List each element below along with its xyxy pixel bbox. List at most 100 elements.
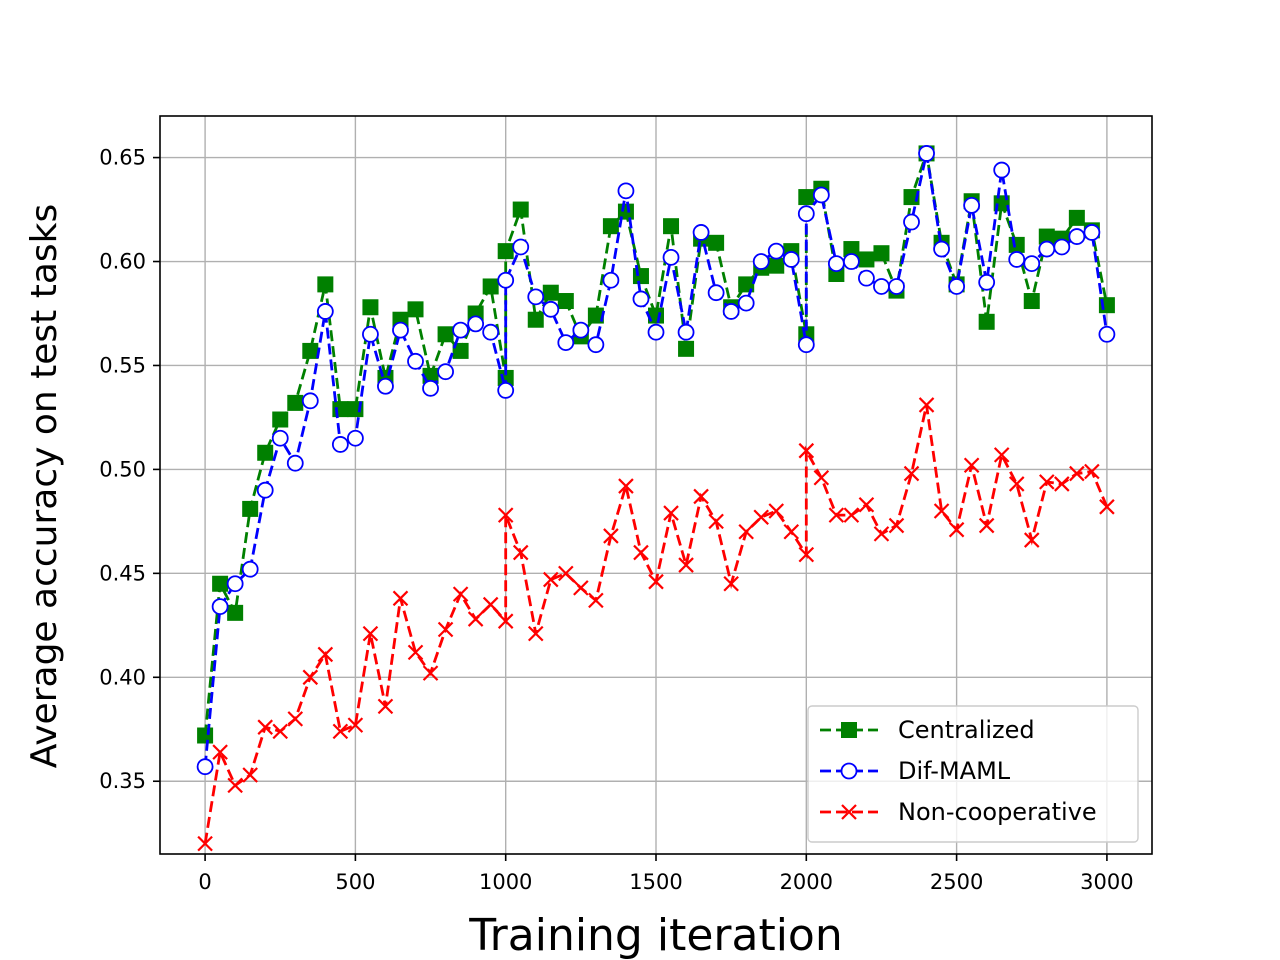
data-point bbox=[497, 271, 515, 289]
data-point bbox=[437, 621, 454, 638]
data-point bbox=[963, 457, 980, 474]
data-point bbox=[933, 240, 950, 258]
data-point bbox=[722, 303, 740, 320]
data-point bbox=[497, 613, 514, 629]
data-point bbox=[692, 224, 710, 241]
data-point bbox=[302, 342, 319, 359]
data-point bbox=[317, 646, 334, 663]
data-point bbox=[542, 284, 559, 301]
plot-series bbox=[196, 145, 1116, 852]
axis-ticks: 0 500 1000 1500 2000 2500 3000 0.35 0.40 0.45 0.50… bbox=[99, 146, 1133, 894]
data-point bbox=[437, 363, 454, 381]
data-point bbox=[452, 342, 469, 359]
data-point bbox=[527, 288, 545, 306]
data-point bbox=[858, 251, 875, 268]
data-point bbox=[527, 625, 544, 642]
data-point bbox=[873, 278, 890, 295]
data-point bbox=[467, 315, 485, 333]
data-point bbox=[828, 507, 845, 523]
legend-marker-dif-maml bbox=[840, 762, 858, 780]
data-point bbox=[1038, 240, 1056, 258]
data-point bbox=[422, 379, 439, 397]
data-point bbox=[993, 161, 1011, 179]
x-tick-label: 3000 bbox=[1080, 870, 1133, 894]
data-point bbox=[678, 340, 695, 357]
data-point bbox=[407, 352, 424, 370]
data-point bbox=[226, 575, 244, 593]
series-line-centralized bbox=[203, 152, 1109, 736]
data-point bbox=[272, 723, 289, 740]
data-point bbox=[1023, 532, 1040, 548]
data-point bbox=[242, 767, 258, 783]
data-point bbox=[963, 196, 981, 214]
data-point bbox=[873, 526, 890, 542]
data-point bbox=[257, 719, 273, 735]
data-point bbox=[993, 447, 1010, 463]
legend-item-non-cooperative: Non-cooperative bbox=[820, 798, 1097, 826]
data-point bbox=[843, 241, 860, 258]
data-point bbox=[798, 189, 815, 206]
data-point bbox=[753, 509, 769, 526]
data-point bbox=[632, 268, 649, 285]
legend-marker-centralized bbox=[841, 722, 857, 738]
data-point bbox=[287, 711, 304, 727]
data-point bbox=[241, 560, 259, 578]
data-point bbox=[707, 284, 725, 302]
data-point bbox=[798, 442, 815, 459]
data-point bbox=[212, 575, 229, 592]
data-point bbox=[1098, 325, 1116, 343]
data-point bbox=[1023, 293, 1040, 310]
data-point bbox=[632, 290, 650, 308]
data-point bbox=[452, 321, 470, 339]
data-point bbox=[873, 245, 890, 262]
data-point bbox=[497, 382, 515, 399]
data-point bbox=[407, 301, 424, 318]
data-point bbox=[362, 325, 379, 343]
data-point bbox=[723, 575, 739, 592]
data-point bbox=[827, 255, 845, 273]
data-point bbox=[542, 300, 560, 318]
data-point bbox=[648, 307, 664, 324]
data-point bbox=[1008, 476, 1025, 492]
data-point bbox=[196, 758, 214, 776]
data-point bbox=[1084, 463, 1100, 480]
y-tick-label: 0.50 bbox=[99, 457, 146, 481]
data-point bbox=[737, 294, 755, 312]
data-point bbox=[797, 336, 815, 354]
data-point bbox=[271, 429, 289, 447]
data-point bbox=[618, 478, 634, 494]
data-point bbox=[1054, 476, 1070, 492]
data-point bbox=[1068, 209, 1085, 226]
data-point bbox=[708, 513, 724, 530]
data-point bbox=[362, 299, 379, 316]
data-point bbox=[602, 218, 619, 235]
data-point bbox=[301, 392, 319, 410]
y-tick-label: 0.35 bbox=[99, 769, 146, 793]
data-point bbox=[482, 596, 499, 613]
data-point bbox=[617, 182, 635, 200]
data-point bbox=[693, 488, 709, 505]
data-point bbox=[286, 454, 304, 472]
y-tick-label: 0.55 bbox=[99, 353, 146, 377]
legend-box bbox=[807, 705, 1139, 843]
data-point bbox=[797, 205, 815, 223]
x-tick-label: 1500 bbox=[629, 870, 682, 894]
data-point bbox=[1053, 238, 1071, 256]
x-tick-label: 2500 bbox=[930, 870, 983, 894]
data-point bbox=[197, 727, 214, 744]
data-point bbox=[842, 253, 860, 270]
data-point bbox=[1099, 499, 1115, 515]
data-point bbox=[557, 293, 574, 310]
data-point bbox=[933, 503, 950, 519]
data-point bbox=[1083, 224, 1101, 241]
x-tick-label: 2000 bbox=[780, 870, 833, 894]
data-point bbox=[813, 469, 830, 486]
data-point bbox=[798, 546, 815, 563]
data-point bbox=[663, 218, 680, 235]
legend-item-centralized: Centralized bbox=[820, 716, 1035, 744]
data-point bbox=[888, 278, 905, 295]
data-point bbox=[482, 278, 499, 295]
data-point bbox=[1068, 228, 1086, 245]
data-point bbox=[497, 243, 514, 260]
